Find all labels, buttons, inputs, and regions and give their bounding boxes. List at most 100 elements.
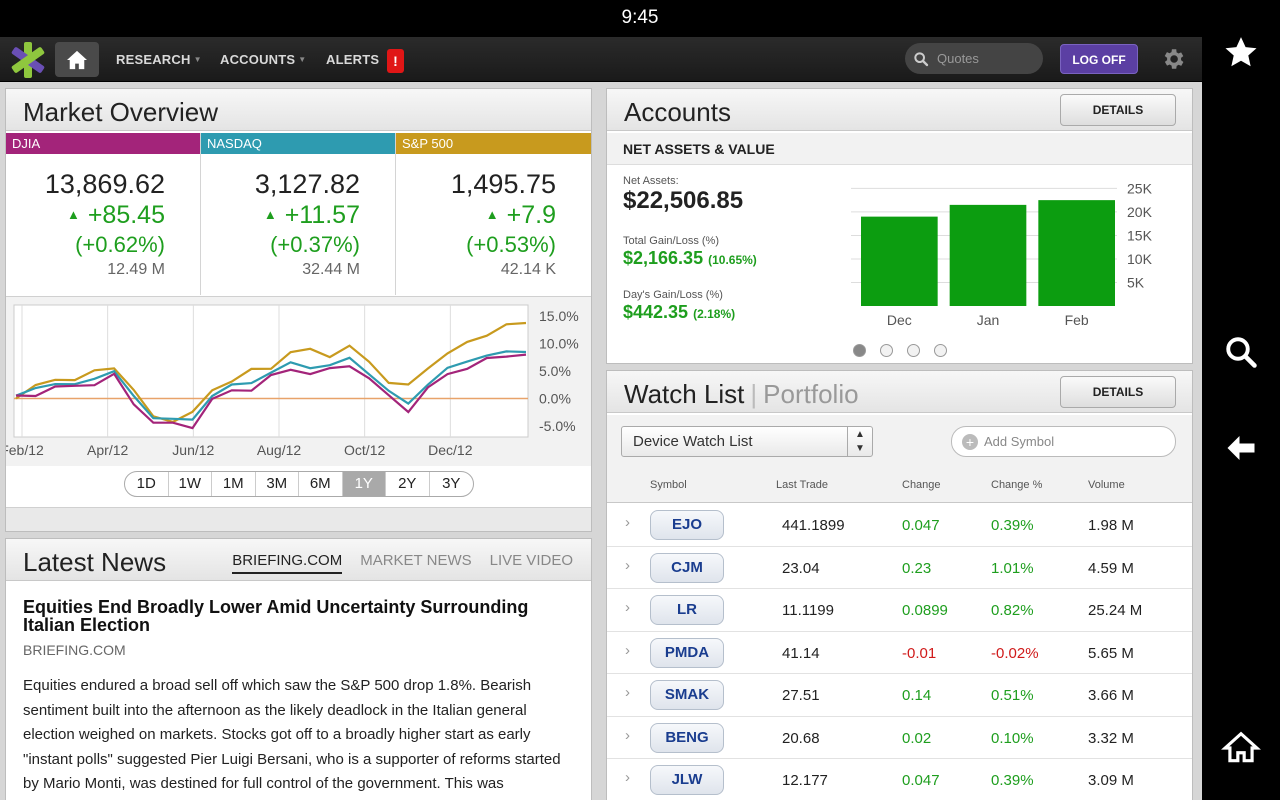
latest-news-title: Latest News — [23, 547, 167, 577]
range-3m[interactable]: 3M — [256, 472, 299, 496]
accounts-panel: Accounts DETAILS NET ASSETS & VALUE Net … — [606, 88, 1193, 364]
back-arrow-icon[interactable] — [1219, 426, 1263, 470]
range-2y[interactable]: 2Y — [386, 472, 430, 496]
cell-change: 0.047 — [902, 517, 940, 534]
range-6m[interactable]: 6M — [299, 472, 343, 496]
chevron-right-icon[interactable]: › — [625, 684, 630, 701]
bar[interactable] — [1038, 200, 1115, 306]
search-icon — [914, 52, 929, 67]
index-card-nasdaq[interactable]: NASDAQ 3,127.82 ▲ +11.57 (+0.37%) 32.44 M — [201, 133, 396, 295]
symbol-button[interactable]: SMAK — [650, 680, 724, 710]
up-arrow-icon: ▲ — [485, 207, 499, 222]
y-tick-label: 0.0% — [539, 391, 571, 407]
chevron-right-icon[interactable]: › — [625, 726, 630, 744]
symbol-button[interactable]: CJM — [650, 552, 724, 583]
symbol-button[interactable]: PMDA — [650, 637, 724, 668]
cell-last: 441.1899 — [782, 517, 845, 534]
nav-alerts[interactable]: ALERTS — [326, 52, 380, 67]
table-row[interactable]: › CJM 23.04 0.23 1.01% 4.59 M — [607, 547, 1192, 589]
page-dot[interactable] — [880, 344, 893, 357]
home-icon[interactable] — [1219, 726, 1263, 770]
cell-change: 0.23 — [902, 559, 932, 577]
chevron-right-icon[interactable]: › — [625, 599, 630, 616]
chevron-right-icon[interactable]: › — [625, 514, 630, 531]
page-dot[interactable] — [853, 344, 866, 357]
cell-change: 0.02 — [902, 729, 932, 747]
market-chart[interactable]: Feb/12 Apr/12 Jun/12 Aug/12 Oct/12 Dec/12 15.0… — [0, 296, 591, 466]
watch-list-select[interactable]: Device Watch List ▲ ▼ — [621, 426, 873, 457]
col-volume[interactable]: Volume — [1088, 479, 1125, 491]
symbol-button[interactable]: BENG — [650, 722, 724, 753]
range-3y[interactable]: 3Y — [442, 475, 461, 492]
col-symbol[interactable]: Symbol — [650, 479, 687, 491]
x-tick-label: Dec/12 — [428, 442, 473, 458]
watchlist-details-button[interactable]: DETAILS — [1060, 376, 1176, 408]
page-dot[interactable] — [934, 344, 947, 357]
nav-research[interactable]: RESEARCH ▼ — [116, 52, 202, 67]
page-dot[interactable] — [907, 344, 920, 357]
news-headline[interactable]: Equities End Broadly Lower Amid Uncertai… — [23, 597, 529, 635]
col-last-trade[interactable]: Last Trade — [776, 479, 828, 491]
table-row[interactable]: › EJO 441.1899 0.047 0.39% 1.98 M — [607, 504, 1192, 547]
brand-logo[interactable] — [8, 41, 48, 79]
home-button[interactable] — [55, 42, 99, 77]
status-bar: 9:45 — [0, 0, 1202, 37]
tab-briefing[interactable]: BRIEFING.COM — [232, 552, 343, 574]
total-gain-value: $2,166.35 (10.65%) — [623, 248, 757, 268]
chevron-right-icon[interactable]: › — [625, 769, 630, 786]
alert-badge[interactable]: ! — [387, 49, 404, 73]
symbol-button[interactable]: JLW — [650, 765, 724, 795]
chevron-right-icon[interactable]: › — [625, 556, 630, 574]
x-tick-label: Aug/12 — [257, 442, 302, 458]
col-change[interactable]: Change — [902, 479, 941, 491]
range-1w[interactable]: 1W — [169, 472, 212, 496]
index-volume: 42.14 K — [500, 261, 556, 278]
table-row[interactable]: › JLW 12.177 0.047 0.39% 3.09 M — [607, 759, 1192, 800]
col-change-pct[interactable]: Change % — [991, 479, 1043, 491]
net-assets-bar-chart[interactable]: 25K 20K 15K 10K 5K Dec Jan Feb — [839, 173, 1184, 333]
tab-portfolio[interactable]: Portfolio — [763, 379, 859, 409]
x-tick-label: Apr/12 — [87, 442, 128, 458]
search-icon[interactable] — [1219, 330, 1263, 374]
index-value: 3,127.82 — [254, 169, 360, 199]
range-1y[interactable]: 1Y — [342, 472, 386, 496]
range-1d[interactable]: 1D — [125, 472, 169, 496]
cell-last: 23.04 — [782, 559, 820, 577]
accounts-details-button[interactable]: DETAILS — [1060, 94, 1176, 126]
star-icon[interactable] — [1219, 31, 1263, 75]
table-row[interactable]: › SMAK 27.51 0.14 0.51% 3.66 M — [607, 674, 1192, 717]
tab-watch-list[interactable]: Watch List — [624, 379, 745, 409]
bar[interactable] — [861, 216, 938, 306]
bar[interactable] — [949, 204, 1027, 306]
y-tick-label: 10K — [1127, 251, 1153, 267]
x-tick-label: Feb/12 — [6, 442, 44, 458]
quotes-search-input[interactable]: Quotes — [905, 43, 1043, 74]
range-1m[interactable]: 1M — [212, 472, 256, 496]
symbol-button[interactable]: EJO — [650, 510, 724, 540]
y-tick-label: -5.0% — [539, 418, 576, 434]
table-row[interactable]: › BENG 20.68 0.02 0.10% 3.32 M — [607, 717, 1192, 759]
log-off-button[interactable]: LOG OFF — [1060, 44, 1138, 74]
cell-pct: 1.01% — [991, 559, 1034, 577]
x-tick-label: Oct/12 — [344, 442, 385, 458]
add-symbol-input[interactable]: + Add Symbol — [951, 426, 1176, 457]
index-card-sp500[interactable]: S&P 500 1,495.75 ▲ +7.9 (+0.53%) 42.14 K — [396, 133, 591, 295]
index-card-djia[interactable]: DJIA 13,869.62 ▲ +85.45 (+0.62%) 12.49 M — [6, 133, 201, 295]
select-arrows-icon: ▲ ▼ — [847, 427, 872, 456]
news-body: Equities endured a broad sell off which … — [23, 677, 561, 792]
chevron-right-icon[interactable]: › — [625, 641, 630, 659]
plus-icon: + — [962, 434, 978, 450]
tab-market-news[interactable]: MARKET NEWS — [360, 552, 472, 569]
cell-last: 27.51 — [782, 687, 820, 704]
table-row[interactable]: › PMDA 41.14 -0.01 -0.02% 5.65 M — [607, 632, 1192, 674]
tab-live-video[interactable]: LIVE VIDEO — [489, 552, 573, 569]
y-tick-label: 25K — [1127, 180, 1153, 196]
table-row[interactable]: › LR 11.1199 0.0899 0.82% 25.24 M — [607, 589, 1192, 632]
y-tick-label: 15K — [1127, 227, 1153, 243]
market-overview-panel: Market Overview DJIA 13,869.62 ▲ +85.45 (… — [0, 88, 592, 532]
nav-accounts[interactable]: ACCOUNTS ▼ — [220, 52, 307, 67]
symbol-button[interactable]: LR — [650, 595, 724, 625]
gear-icon[interactable] — [1160, 46, 1186, 72]
y-tick-label: 15.0% — [539, 308, 579, 324]
cell-pct: 0.10% — [991, 729, 1034, 747]
